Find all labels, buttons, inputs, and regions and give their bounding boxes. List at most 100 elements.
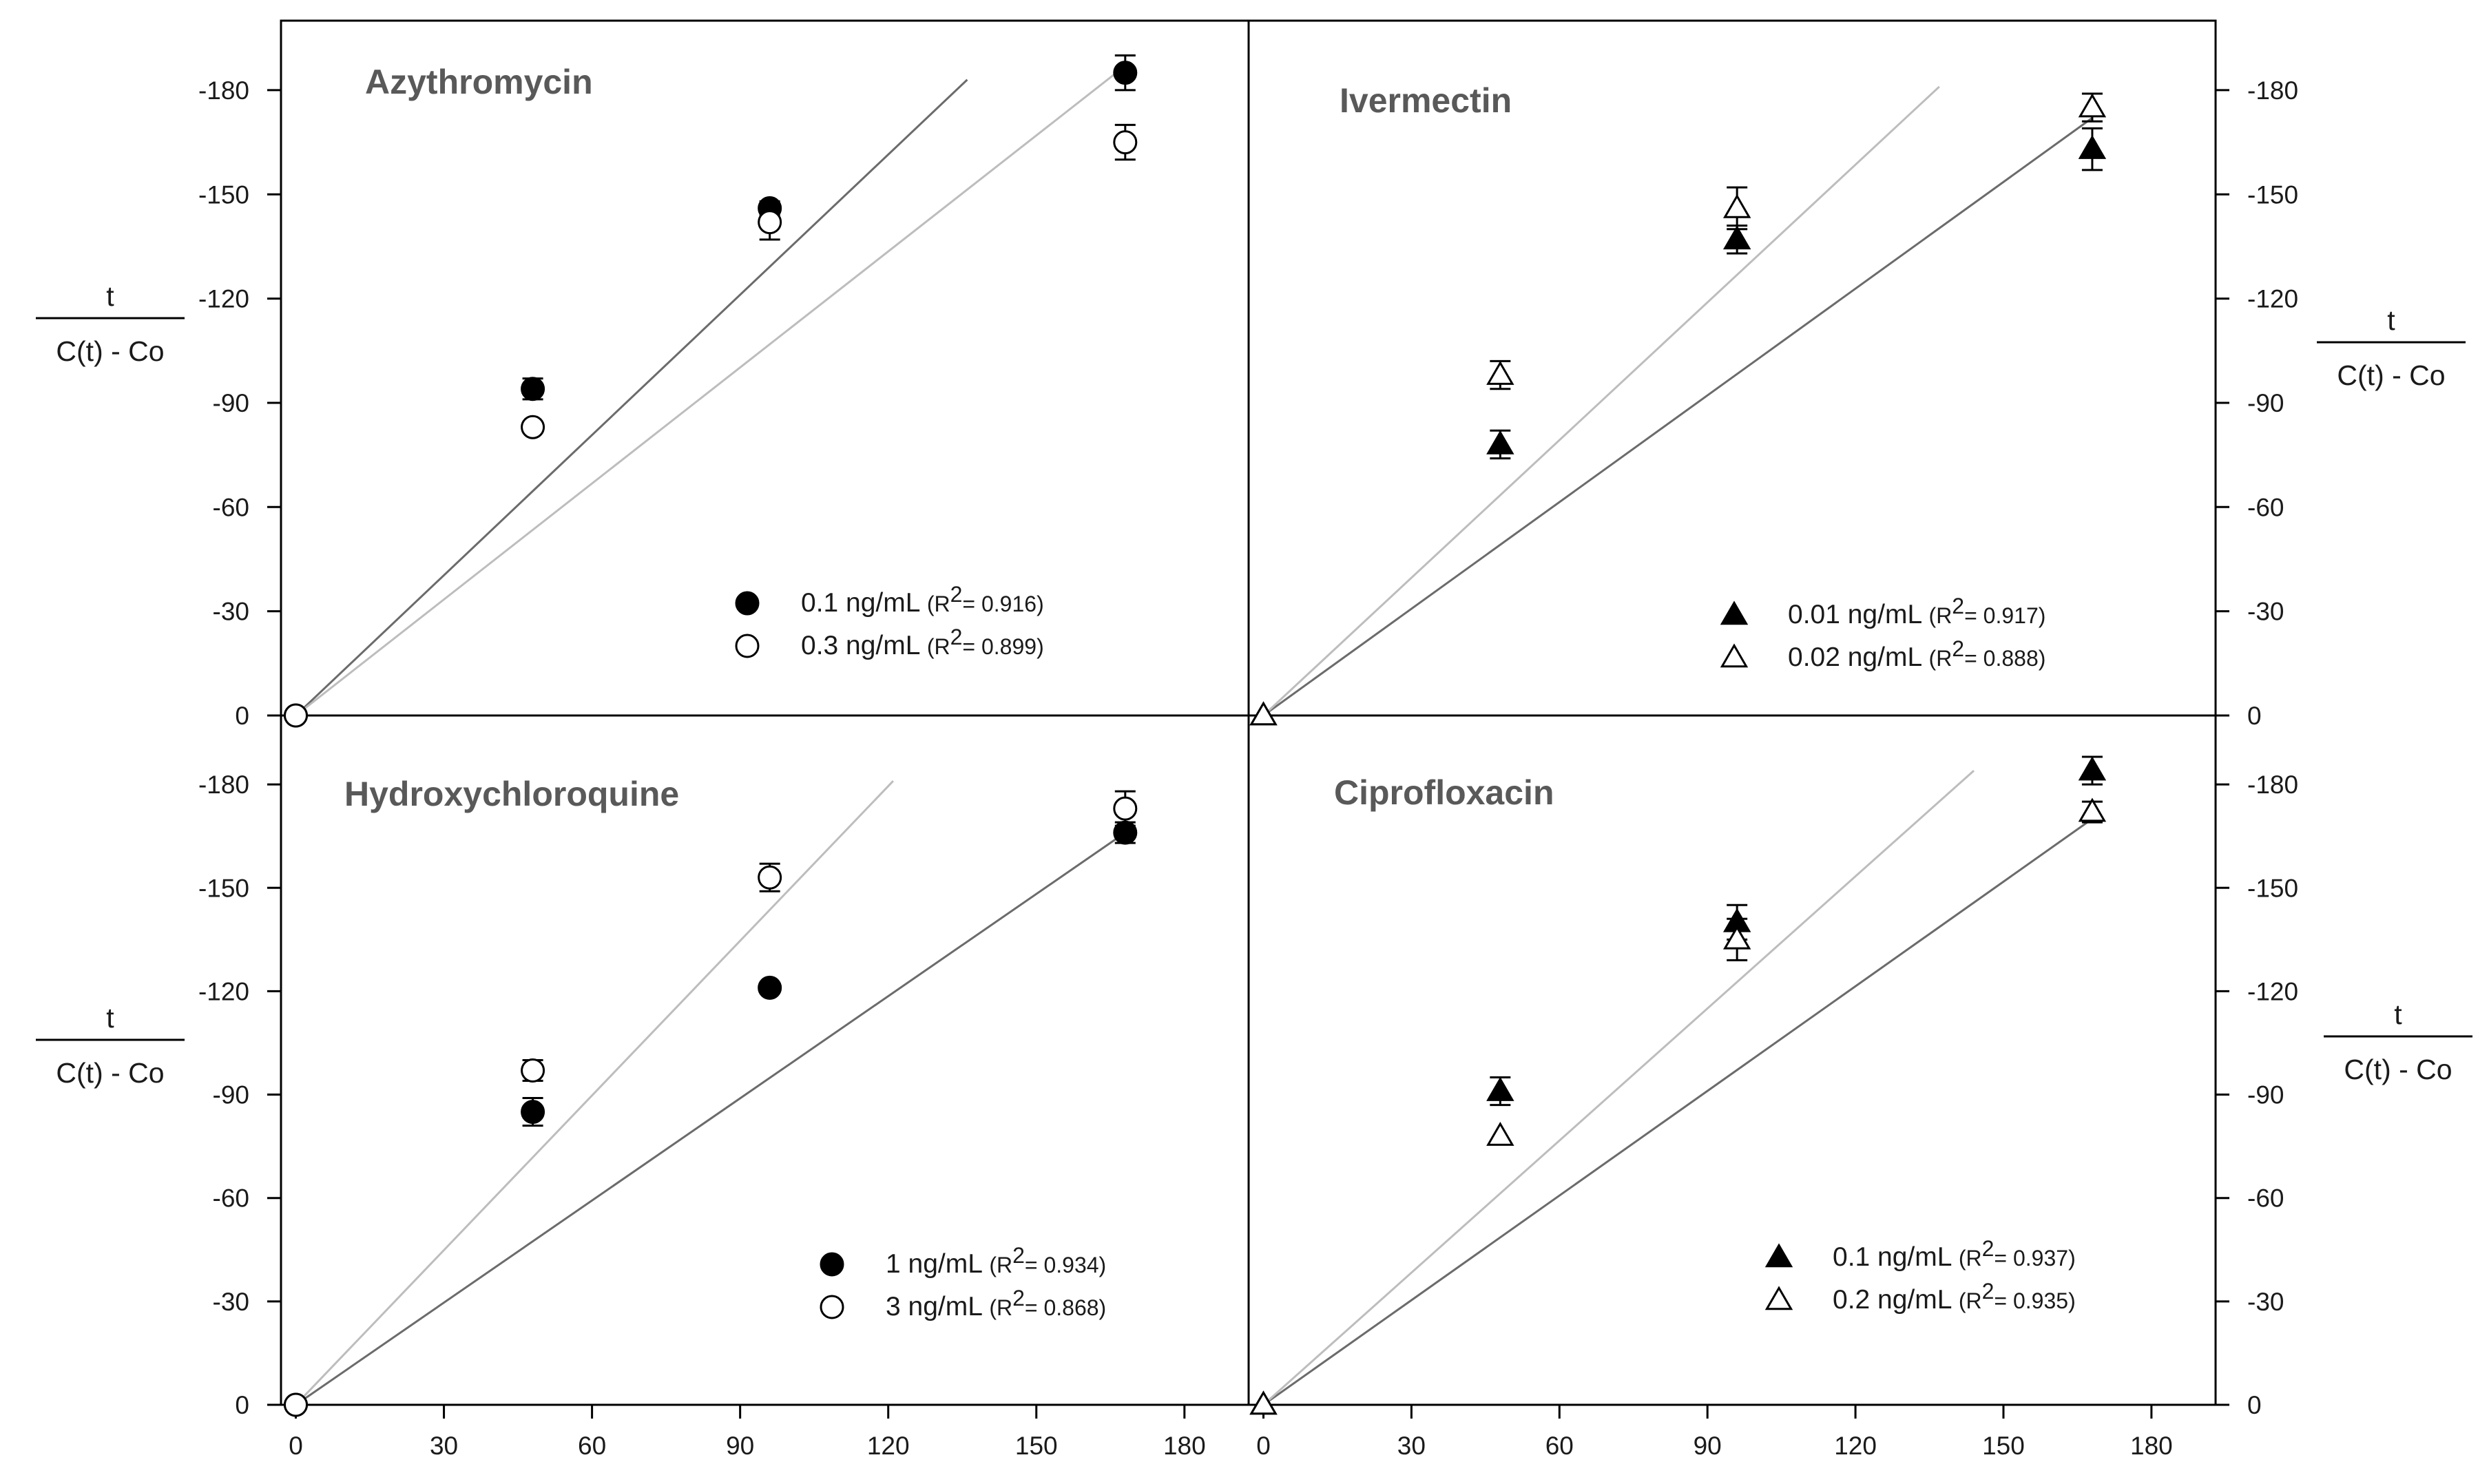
y-tick-label: -120 [198, 977, 249, 1005]
legend-marker [1764, 1243, 1793, 1268]
y-tick-label: 0 [235, 1391, 249, 1419]
y-tick-label: -180 [2247, 76, 2298, 105]
data-point [1486, 1121, 1514, 1146]
legend-marker [735, 634, 760, 658]
azythromycin-panel: Azythromycin 0 -30 -60 -90 -120 -150 -180 0.1 ng… [198, 54, 1138, 730]
y-axis-label-numerator: t [106, 280, 114, 312]
data-point [521, 1100, 545, 1125]
x-tick-label: 150 [1982, 1432, 2025, 1460]
x-tick-label: 120 [1834, 1432, 1877, 1460]
legend-entry: 0.02 ng/mL (R2= 0.888) [1788, 636, 2045, 672]
ivermectin-panel: Ivermectin 0 -30 -60 -90 -120 -150 -180 0.01 ng/… [1249, 76, 2298, 730]
y-tick-label: 0 [2247, 1391, 2262, 1419]
panel-title: Ciprofloxacin [1334, 773, 1554, 812]
fit-line [295, 831, 1126, 1406]
data-point [1113, 61, 1138, 85]
x-tick-label: 90 [1694, 1432, 1722, 1460]
hydroxychloroquine-panel: Hydroxychloroquine 0 -30 -60 -90 -120 -150 -180… [198, 771, 1206, 1460]
data-point [2078, 93, 2107, 118]
y-tick-label: -180 [2247, 771, 2298, 799]
data-point [1486, 360, 1514, 385]
y-tick-label: -120 [2247, 977, 2298, 1005]
x-tick-label: 30 [430, 1432, 458, 1460]
data-point [758, 210, 782, 235]
y-tick-label: -150 [2247, 180, 2298, 209]
legend-marker [735, 591, 760, 616]
y-tick-label: -150 [198, 180, 249, 209]
legend-entry: 3 ng/mL (R2= 0.868) [886, 1286, 1106, 1321]
panel-title: Ivermectin [1340, 81, 1512, 120]
y-tick-label: -180 [198, 771, 249, 799]
data-point [284, 703, 309, 728]
data-point [521, 415, 545, 439]
legend-entry: 0.1 ng/mL (R2= 0.916) [801, 582, 1044, 618]
y-axis-label-top-right: t C(t) - Co [2317, 304, 2466, 391]
data-point [758, 865, 782, 890]
data-point [1249, 701, 1278, 726]
x-tick-label: 120 [867, 1432, 910, 1460]
legend-entry: 0.01 ng/mL (R2= 0.917) [1788, 594, 2045, 629]
y-tick-label: -180 [198, 76, 249, 105]
y-axis-label-denominator: C(t) - Co [2344, 1054, 2452, 1085]
ciprofloxacin-panel: Ciprofloxacin 0 -30 -60 -90 -120 -150 -180 0 30 60… [1249, 755, 2298, 1460]
x-tick-label: 60 [578, 1432, 606, 1460]
y-tick-label: -30 [2247, 598, 2284, 626]
legend-entry: 0.3 ng/mL (R2= 0.899) [801, 625, 1044, 660]
data-point [1486, 1076, 1514, 1101]
x-tick-label: 60 [1545, 1432, 1574, 1460]
y-tick-label: -60 [2247, 493, 2284, 521]
y-tick-label: 0 [235, 702, 249, 730]
data-point [521, 377, 545, 401]
fit-line [1262, 117, 2093, 717]
x-tick-label: 0 [1256, 1432, 1271, 1460]
legend-marker [820, 1252, 844, 1277]
legend-entry: 0.2 ng/mL (R2= 0.935) [1833, 1279, 2076, 1315]
y-tick-label: -120 [2247, 285, 2298, 313]
legend-entry: 0.1 ng/mL (R2= 0.937) [1833, 1236, 2076, 1272]
fit-line [1262, 769, 1975, 1406]
data-point [2078, 797, 2107, 822]
y-axis-label-denominator: C(t) - Co [56, 1057, 164, 1089]
y-axis-label-denominator: C(t) - Co [56, 335, 164, 367]
x-tick-label: 180 [1163, 1432, 1206, 1460]
y-tick-label: -90 [2247, 389, 2284, 417]
y-axis-label-top-left: t C(t) - Co [36, 280, 185, 367]
x-tick-label: 180 [2130, 1432, 2173, 1460]
x-tick-label: 150 [1015, 1432, 1058, 1460]
y-tick-label: -60 [213, 1184, 249, 1213]
y-tick-label: -90 [213, 389, 249, 417]
y-tick-label: -30 [2247, 1288, 2284, 1316]
data-point [1249, 1390, 1278, 1415]
fit-line [295, 65, 1126, 717]
legend-entry: 1 ng/mL (R2= 0.934) [886, 1243, 1106, 1279]
fit-line [295, 79, 968, 717]
legend-marker [1720, 600, 1749, 625]
x-tick-label: 0 [289, 1432, 303, 1460]
y-tick-label: -150 [198, 874, 249, 902]
data-point [1113, 130, 1138, 155]
y-tick-label: -30 [213, 1288, 249, 1316]
y-tick-label: 0 [2247, 702, 2262, 730]
y-axis-label-numerator: t [2394, 999, 2402, 1030]
y-axis-label-denominator: C(t) - Co [2337, 359, 2445, 391]
legend-marker [820, 1295, 844, 1319]
y-axis-label-numerator: t [106, 1002, 114, 1034]
y-tick-label: -120 [198, 285, 249, 313]
x-tick-label: 30 [1397, 1432, 1426, 1460]
data-point [1722, 194, 1751, 218]
data-point [1113, 796, 1138, 821]
y-axis-label-bottom-left: t C(t) - Co [36, 1002, 185, 1089]
y-tick-label: -60 [213, 493, 249, 521]
data-point [284, 1392, 309, 1417]
legend-marker [1764, 1286, 1793, 1310]
x-tick-label: 90 [726, 1432, 754, 1460]
y-axis-label-numerator: t [2387, 304, 2395, 336]
y-tick-label: -90 [2247, 1081, 2284, 1109]
y-tick-label: -30 [213, 598, 249, 626]
y-tick-label: -150 [2247, 874, 2298, 902]
data-point [521, 1058, 545, 1083]
fit-line [1262, 85, 1940, 717]
data-point [1486, 430, 1514, 454]
panel-title: Azythromycin [365, 63, 593, 101]
data-point [1722, 925, 1751, 950]
